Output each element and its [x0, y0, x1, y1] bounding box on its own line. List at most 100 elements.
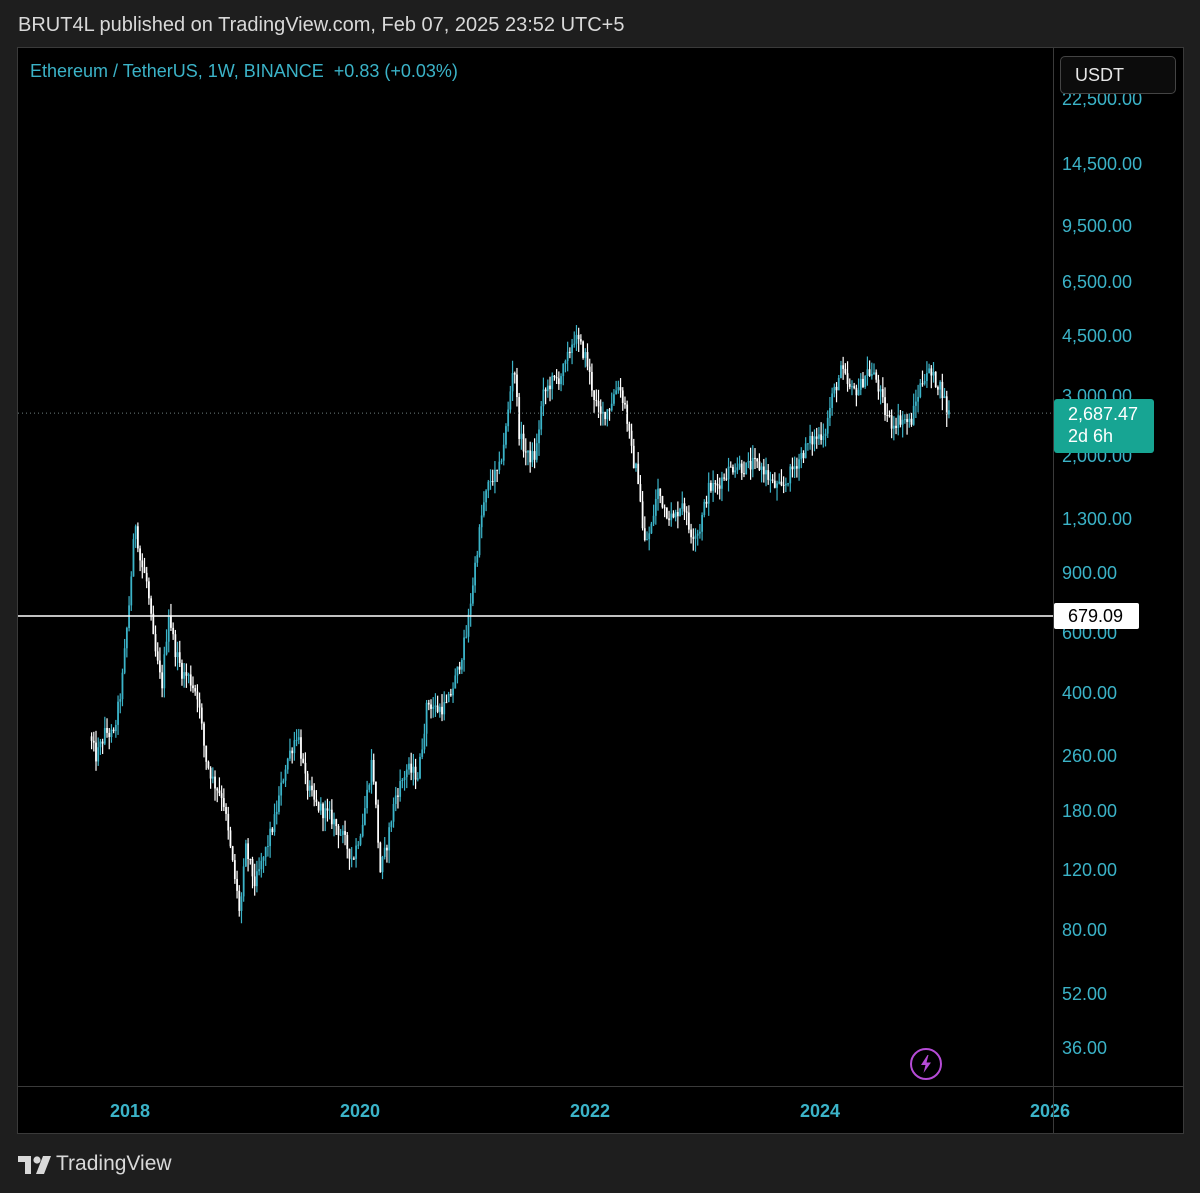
candle-body	[756, 458, 759, 462]
candle-body	[394, 795, 397, 804]
candle-body	[703, 501, 706, 515]
currency-button[interactable]: USDT	[1060, 56, 1176, 94]
chart-container[interactable]: Ethereum / TetherUS, 1W, BINANCE +0.83 (…	[17, 47, 1184, 1134]
candle-body	[348, 848, 351, 859]
candle-body	[326, 808, 329, 811]
candle-body	[487, 481, 490, 491]
candle-body	[333, 819, 335, 825]
candle-body	[408, 763, 410, 770]
alert-bolt-button[interactable]	[910, 1048, 942, 1080]
candle-body	[220, 793, 223, 799]
candle-body	[496, 469, 499, 471]
candle-body	[734, 470, 737, 473]
published-info: BRUT4L published on TradingView.com, Feb…	[18, 14, 625, 36]
candle-body	[917, 396, 919, 402]
candle-body	[150, 598, 153, 614]
candle-body	[95, 742, 97, 762]
price-chart[interactable]	[18, 48, 1053, 1086]
candle-body	[130, 576, 133, 606]
candle-body	[897, 415, 900, 428]
candle-body	[595, 399, 598, 401]
candle-body	[322, 803, 324, 819]
candle-body	[824, 433, 827, 437]
candle-body	[181, 662, 183, 679]
candle-body	[813, 436, 816, 445]
candle-body	[282, 780, 285, 783]
candle-body	[873, 372, 875, 375]
candle-body	[599, 406, 602, 414]
candle-body	[892, 425, 895, 429]
candle-body	[705, 501, 708, 504]
candle-body	[313, 790, 316, 800]
candle-body	[253, 876, 256, 887]
price-axis[interactable]: 36.00 52.00 80.00 120.00 180.00 260.00 400.00 6…	[1053, 48, 1183, 1086]
footer-brand: TradingView	[56, 1152, 172, 1175]
candle-body	[110, 729, 113, 738]
plot-area[interactable]: Ethereum / TetherUS, 1W, BINANCE +0.83 (…	[18, 48, 1053, 1086]
candle-body	[941, 381, 944, 399]
level-price-badge: 679.09	[1054, 602, 1139, 629]
candle-body	[780, 481, 783, 485]
candle-body	[842, 365, 845, 369]
candle-body	[258, 869, 261, 872]
candle-body	[315, 799, 318, 803]
candle-body	[859, 378, 862, 390]
candle-body	[542, 389, 545, 407]
candle-body	[795, 466, 798, 469]
candle-body	[840, 365, 842, 378]
candle-body	[855, 387, 858, 396]
candle-body	[848, 383, 851, 387]
candle-body	[412, 766, 415, 773]
candle-body	[811, 436, 814, 445]
candle-body	[377, 804, 380, 843]
candle-body	[579, 339, 582, 342]
candle-body	[233, 860, 236, 880]
candle-body	[205, 745, 208, 762]
candle-body	[690, 529, 692, 538]
candle-body	[815, 436, 818, 439]
candle-body	[491, 481, 494, 483]
symbol-legend[interactable]: Ethereum / TetherUS, 1W, BINANCE +0.83 (…	[30, 61, 458, 82]
candle-body	[255, 871, 258, 887]
price-tick-label: 6,500.00	[1062, 271, 1133, 292]
candle-body	[584, 352, 587, 358]
candle-body	[551, 375, 554, 390]
candle-body	[156, 651, 159, 661]
candle-body	[337, 826, 340, 836]
candle-body	[200, 707, 203, 724]
candle-body	[608, 409, 611, 411]
candle-body	[919, 383, 922, 397]
candle-body	[361, 824, 364, 837]
candle-body	[189, 674, 192, 686]
candle-body	[575, 334, 578, 344]
candle-body	[888, 415, 891, 417]
candle-body	[787, 483, 789, 485]
candle-body	[822, 436, 825, 440]
candle-body	[121, 672, 124, 700]
candle-body	[698, 531, 701, 534]
candle-body	[767, 470, 770, 480]
candle-body	[696, 533, 699, 536]
candle-body	[582, 341, 584, 358]
candle-body	[643, 528, 646, 540]
time-axis[interactable]: 2018 2020 2022 2024 2026	[18, 1086, 1070, 1133]
price-tick-label: 120.00	[1062, 860, 1118, 881]
candle-body	[434, 705, 437, 707]
candle-body	[379, 842, 382, 873]
candle-body	[103, 727, 106, 744]
candle-body	[784, 483, 787, 486]
candle-body	[549, 385, 551, 390]
lightning-icon	[921, 1055, 931, 1073]
candle-body	[687, 512, 690, 530]
candle-body	[262, 857, 265, 861]
candle-body	[866, 369, 869, 376]
price-tick-label: 1,300.00	[1062, 509, 1133, 530]
candle-body	[908, 418, 911, 422]
candle-body	[375, 781, 377, 805]
candle-body	[630, 430, 633, 446]
candle-body	[209, 767, 212, 779]
candle-body	[538, 429, 540, 444]
candle-body	[877, 379, 880, 392]
candle-body	[366, 789, 368, 809]
candle-body	[454, 675, 457, 689]
